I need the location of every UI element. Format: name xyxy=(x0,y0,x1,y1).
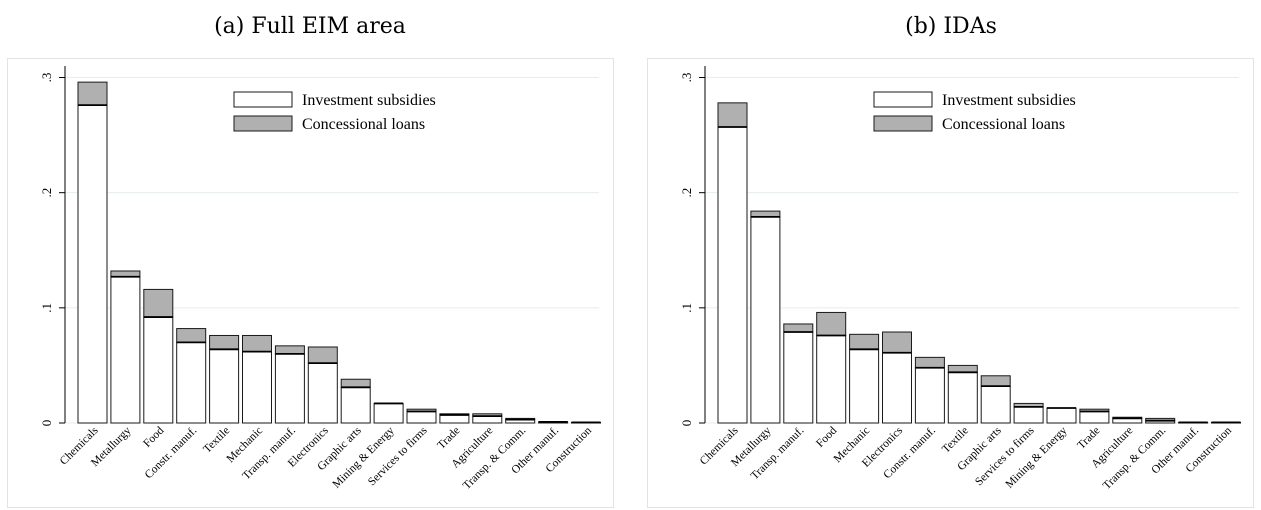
bar-concessional-loans xyxy=(307,346,338,364)
legend-swatch-concessional-loans xyxy=(233,115,293,132)
x-category-label: Food xyxy=(814,424,839,449)
bar-investment-subsidies xyxy=(816,334,847,424)
y-tick-label: .2 xyxy=(39,188,54,198)
y-tick-label: .3 xyxy=(679,73,694,83)
bar-investment-subsidies xyxy=(77,104,108,424)
bar-investment-subsidies xyxy=(882,352,912,424)
x-category-label: Textile xyxy=(201,425,232,456)
bar-investment-subsidies xyxy=(472,415,503,424)
bar-concessional-loans xyxy=(882,331,912,354)
bar-investment-subsidies xyxy=(750,216,781,424)
bar-concessional-loans xyxy=(143,288,174,318)
x-category-label: Textile xyxy=(940,425,971,456)
legend-swatch-concessional-loans xyxy=(873,115,933,132)
bar-concessional-loans xyxy=(242,334,272,353)
legend-label-investment-subsidies: Investment subsidies xyxy=(302,92,436,109)
x-category-label: Food xyxy=(141,424,166,449)
y-tick-label: .3 xyxy=(39,73,54,83)
bar-concessional-loans xyxy=(947,364,978,373)
bar-concessional-loans xyxy=(717,102,748,128)
bar-investment-subsidies xyxy=(406,410,437,424)
legend-swatch-investment-subsidies xyxy=(233,91,293,108)
bar-investment-subsidies xyxy=(439,414,470,424)
bar-investment-subsidies xyxy=(373,402,404,424)
legend-label-investment-subsidies: Investment subsidies xyxy=(942,92,1076,109)
x-category-label: Services to firms xyxy=(973,424,1037,488)
bar-investment-subsidies xyxy=(209,348,240,424)
bar-concessional-loans xyxy=(176,328,207,343)
bar-investment-subsidies xyxy=(176,341,207,424)
x-category-label: Services to firms xyxy=(366,424,430,488)
legend-label-concessional-loans: Concessional loans xyxy=(302,116,425,133)
x-category-label: Mining & Energy xyxy=(1003,424,1069,490)
bar-investment-subsidies xyxy=(849,348,880,424)
bar-concessional-loans xyxy=(849,333,880,350)
bar-concessional-loans xyxy=(274,345,305,355)
panel-b-title: (b) IDAs xyxy=(905,14,997,39)
y-tick-label: .1 xyxy=(39,303,54,313)
bar-investment-subsidies xyxy=(340,386,371,424)
bar-concessional-loans xyxy=(816,311,847,336)
bar-concessional-loans xyxy=(914,356,945,369)
bar-concessional-loans xyxy=(340,378,371,388)
chart-border xyxy=(7,58,614,508)
bar-investment-subsidies xyxy=(914,367,945,424)
y-tick-label: 0 xyxy=(39,420,54,427)
bar-concessional-loans xyxy=(783,323,814,333)
chart-border xyxy=(647,58,1254,508)
bar-investment-subsidies xyxy=(717,126,748,424)
bar-concessional-loans xyxy=(77,81,108,106)
panel-a-title: (a) Full EIM area xyxy=(214,14,406,39)
x-category-label: Trade xyxy=(1075,425,1102,452)
legend-label-concessional-loans: Concessional loans xyxy=(942,116,1065,133)
bar-investment-subsidies xyxy=(1013,406,1044,424)
bar-concessional-loans xyxy=(980,375,1011,387)
bar-concessional-loans xyxy=(209,334,240,350)
bar-investment-subsidies xyxy=(1079,410,1110,424)
y-tick-label: .2 xyxy=(679,188,694,198)
bar-investment-subsidies xyxy=(307,362,338,424)
bar-investment-subsidies xyxy=(1046,407,1077,424)
x-category-label: Trade xyxy=(435,425,462,452)
y-tick-label: 0 xyxy=(679,420,694,427)
bar-investment-subsidies xyxy=(947,371,978,424)
bar-investment-subsidies xyxy=(980,385,1011,424)
y-tick-label: .1 xyxy=(679,303,694,313)
legend-swatch-investment-subsidies xyxy=(873,91,933,108)
bar-investment-subsidies xyxy=(242,351,272,424)
bar-investment-subsidies xyxy=(783,331,814,424)
bar-investment-subsidies xyxy=(143,316,174,424)
bar-investment-subsidies xyxy=(110,276,141,424)
bar-investment-subsidies xyxy=(274,353,305,424)
